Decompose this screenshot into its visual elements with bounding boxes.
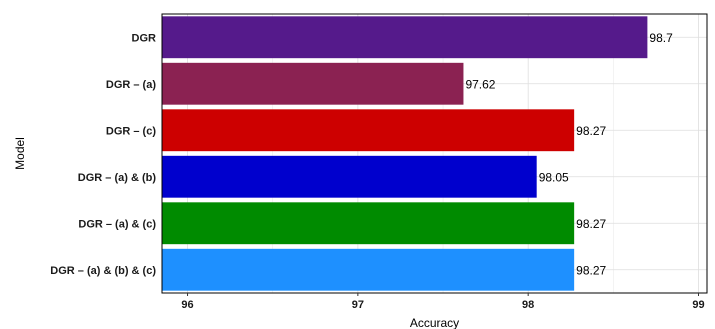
- value-label: 98.05: [539, 170, 569, 184]
- x-tick-label: 99: [692, 299, 704, 311]
- value-label: 98.27: [576, 124, 606, 138]
- value-label: 98.27: [576, 263, 606, 277]
- value-labels: 98.7 97.62 98.27 98.05 98.27 98.27: [465, 31, 673, 278]
- bar: [162, 109, 575, 152]
- category-label: DGR – (a): [106, 79, 156, 91]
- y-tick-labels: DGR DGR – (a) DGR – (c) DGR – (a) & (b) DGR …: [50, 32, 156, 277]
- x-tick-label: 97: [352, 299, 364, 311]
- x-tick-label: 98: [522, 299, 534, 311]
- x-tick-label: 96: [181, 299, 193, 311]
- x-axis-title: Accuracy: [410, 316, 459, 329]
- value-label: 98.27: [576, 217, 606, 231]
- value-label: 98.7: [649, 31, 673, 45]
- bar: [162, 62, 464, 105]
- category-label: DGR – (a) & (b) & (c): [50, 265, 156, 277]
- bar: [162, 248, 575, 291]
- category-label: DGR – (c): [106, 125, 156, 137]
- plot-panel-border: [161, 13, 708, 294]
- value-label: 97.62: [465, 77, 495, 91]
- bar: [162, 202, 575, 245]
- x-tick-labels: 96 97 98 99: [181, 293, 705, 311]
- bars: [162, 16, 648, 291]
- category-label: DGR – (a) & (b): [78, 172, 157, 184]
- bar: [162, 155, 537, 198]
- bar: [162, 16, 648, 59]
- y-axis-title: Model: [13, 137, 27, 170]
- category-label: DGR – (a) & (c): [78, 218, 156, 230]
- category-label: DGR: [132, 32, 157, 44]
